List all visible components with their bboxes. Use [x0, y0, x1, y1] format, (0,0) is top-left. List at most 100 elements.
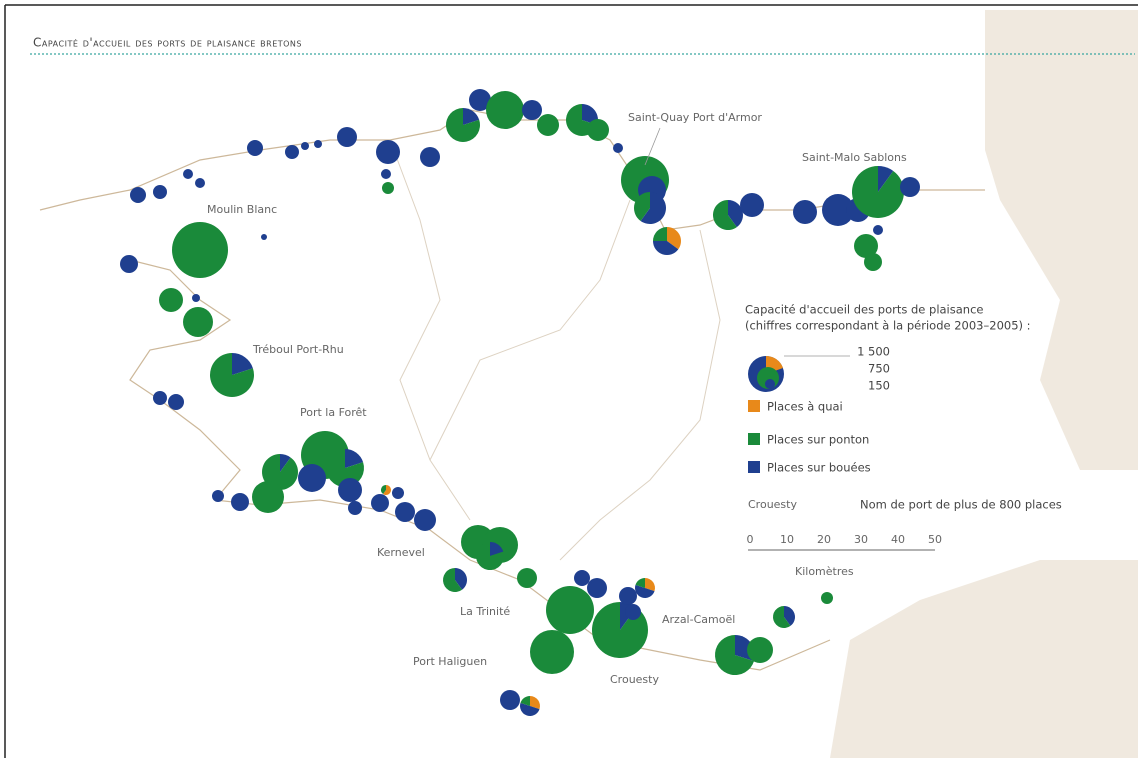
port-label: Saint-Quay Port d'Armor: [628, 111, 762, 124]
port-symbol-part: [285, 145, 299, 159]
port-label: Port la Forêt: [300, 406, 367, 419]
port-symbol-part: [587, 578, 607, 598]
port-symbol-part: [522, 100, 542, 120]
map-title: Capacité d'accueil des ports de plaisanc…: [33, 36, 302, 50]
port-symbol-part: [337, 127, 357, 147]
port-symbol-part: [476, 542, 504, 570]
port-label: Crouesty: [610, 673, 659, 686]
port-symbol-part: [192, 294, 200, 302]
port-label: Saint-Malo Sablons: [802, 151, 907, 164]
port-symbol-part: [645, 578, 655, 592]
port-label: Arzal-Camoël: [662, 613, 735, 626]
port-symbol-part: [740, 193, 764, 217]
port-symbol-part: [784, 606, 795, 626]
port-symbol-part: [640, 192, 666, 224]
port-symbol-part: [314, 140, 322, 148]
legend-size: 150: [868, 379, 890, 393]
port-symbol-part: [715, 635, 755, 675]
legend-title: Capacité d'accueil des ports de plaisanc…: [745, 303, 983, 317]
land-south: [830, 560, 1138, 758]
port-symbol-part: [446, 108, 480, 142]
legend-item: Places sur bouées: [767, 461, 871, 475]
legend-swatch: [748, 433, 760, 445]
port-symbol-part: [195, 178, 205, 188]
port-symbol-part: [381, 169, 391, 179]
legend-circle-small: [765, 379, 775, 389]
scale-tick-label: 20: [817, 533, 831, 546]
port-symbol-part: [338, 478, 362, 502]
leader: [644, 127, 661, 166]
port-symbol-part: [587, 119, 609, 141]
legend-item: Places à quai: [767, 400, 843, 414]
port-symbol-part: [414, 509, 436, 531]
port-symbol-part: [172, 222, 228, 278]
port-symbol-part: [382, 182, 394, 194]
legend-swatch: [748, 400, 760, 412]
scale-tick-label: 10: [780, 533, 794, 546]
admin-borders: [389, 139, 721, 561]
port-symbol-part: [822, 194, 854, 226]
legend-subtitle: (chiffres correspondant à la période 200…: [745, 319, 1031, 333]
legend-size: 1 500: [857, 345, 890, 359]
scale-tick-label: 0: [747, 533, 754, 546]
port-symbol-part: [546, 586, 594, 634]
port-symbol-part: [469, 89, 491, 111]
port-label: La Trinité: [460, 605, 510, 618]
port-symbol-part: [490, 542, 504, 556]
scale-unit: Kilomètres: [795, 565, 854, 578]
port-symbol-part: [713, 200, 737, 230]
port-symbol-part: [728, 200, 743, 228]
port-symbol-part: [301, 142, 309, 150]
port-symbol-part: [854, 234, 878, 258]
port-symbol-part: [348, 501, 362, 515]
port-symbol-part: [298, 464, 326, 492]
port-symbol-part: [574, 570, 590, 586]
port-label: Port Haliguen: [413, 655, 487, 668]
port-symbol-part: [159, 288, 183, 312]
port-symbol-part: [635, 578, 645, 588]
port-symbol-part: [634, 192, 650, 221]
scale-bar: 0 10 20 30 40 50: [747, 533, 943, 546]
legend-name-example: Crouesty: [748, 498, 797, 511]
port-symbol-part: [443, 568, 463, 592]
port-symbol-part: [455, 568, 468, 590]
port-symbol-part: [261, 234, 267, 240]
land-normandy: [985, 10, 1138, 470]
port-symbol-part: [345, 449, 364, 468]
port-symbol-part: [371, 494, 389, 512]
port-symbol-part: [130, 187, 146, 203]
legend-swatch: [748, 461, 760, 473]
legend: Capacité d'accueil des ports de plaisanc…: [745, 303, 1062, 579]
scale-tick-label: 40: [891, 533, 905, 546]
port-symbol-part: [463, 108, 480, 125]
port-label: Moulin Blanc: [207, 203, 277, 216]
port-symbol-part: [793, 200, 817, 224]
port-symbol-part: [231, 493, 249, 511]
port-symbol-part: [212, 490, 224, 502]
port-labels: Saint-Quay Port d'Armor Saint-Malo Sablo…: [207, 111, 907, 686]
port-symbol-part: [520, 702, 540, 716]
port-symbol-part: [625, 604, 641, 620]
legend-size: 750: [868, 362, 890, 376]
port-symbol-part: [613, 143, 623, 153]
port-symbol-part: [262, 454, 299, 491]
port-symbol-part: [392, 487, 404, 499]
port-symbol-part: [900, 177, 920, 197]
port-label: Tréboul Port-Rhu: [252, 343, 344, 356]
port-symbol-part: [395, 502, 415, 522]
port-symbol-part: [486, 91, 524, 129]
port-symbol-part: [183, 307, 213, 337]
legend-item: Places sur ponton: [767, 433, 869, 447]
port-symbol-part: [821, 592, 833, 604]
port-symbol-part: [500, 690, 520, 710]
port-symbol-part: [852, 166, 905, 219]
port-symbol-part: [747, 637, 773, 663]
port-label: Kernevel: [377, 546, 425, 559]
port-symbol-part: [383, 485, 392, 495]
port-symbol-part: [520, 696, 530, 706]
port-symbol-part: [864, 253, 882, 271]
port-symbol-part: [667, 227, 681, 250]
port-symbol-part: [252, 481, 284, 513]
port-symbol-part: [280, 454, 291, 472]
